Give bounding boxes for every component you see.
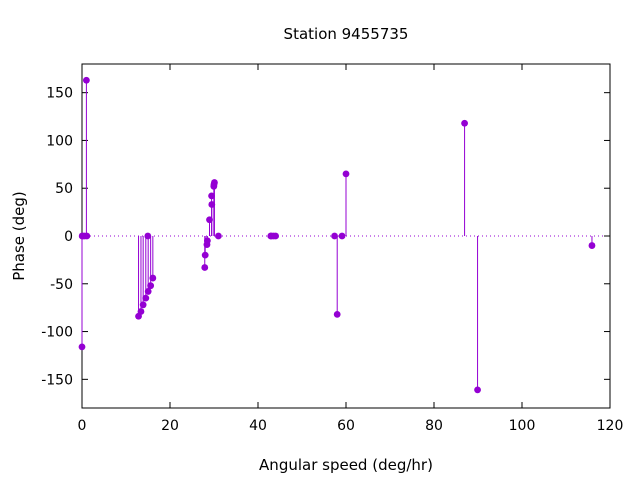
data-point xyxy=(342,170,350,178)
data-point xyxy=(201,251,209,259)
data-point xyxy=(461,119,468,127)
y-tick-label: 0 xyxy=(64,229,73,245)
data-point xyxy=(333,310,341,318)
data-point xyxy=(211,179,218,186)
y-tick-label: -50 xyxy=(50,277,73,293)
y-axis-title: Phase (deg) xyxy=(10,191,28,281)
data-point xyxy=(272,232,279,240)
x-tick-label: 80 xyxy=(425,418,443,434)
chart-title: Station 9455735 xyxy=(284,25,409,43)
y-tick-label: -100 xyxy=(41,325,73,341)
data-point xyxy=(83,76,90,84)
x-tick-label: 40 xyxy=(249,418,267,434)
y-tick-label: 150 xyxy=(46,86,73,102)
data-point xyxy=(331,232,338,240)
x-axis-title: Angular speed (deg/hr) xyxy=(259,456,433,474)
x-axis: 0 20 40 60 80 100 120 xyxy=(78,64,624,434)
x-tick-label: 120 xyxy=(597,418,624,434)
data-point xyxy=(204,237,211,245)
y-axis: -150 -100 -50 0 50 100 150 xyxy=(41,86,610,388)
data-point xyxy=(208,192,215,200)
data-point xyxy=(215,232,222,240)
data-point xyxy=(142,294,150,302)
x-tick-label: 20 xyxy=(161,418,179,434)
x-tick-label: 100 xyxy=(509,418,536,434)
data-point xyxy=(474,386,481,394)
data-point xyxy=(147,282,155,290)
data-point xyxy=(137,308,145,315)
x-tick-label: 0 xyxy=(78,418,87,434)
y-tick-label: -150 xyxy=(41,372,73,388)
data-point xyxy=(201,264,209,271)
data-point xyxy=(83,232,91,240)
data-point xyxy=(149,274,157,282)
data-point xyxy=(144,288,152,295)
y-tick-label: 100 xyxy=(46,133,73,149)
series-impulses xyxy=(78,76,596,394)
y-tick-label: 50 xyxy=(55,181,73,197)
data-point xyxy=(588,242,596,249)
data-point xyxy=(78,343,86,351)
data-point xyxy=(338,232,346,240)
data-point xyxy=(139,301,147,309)
x-tick-label: 60 xyxy=(337,418,355,434)
